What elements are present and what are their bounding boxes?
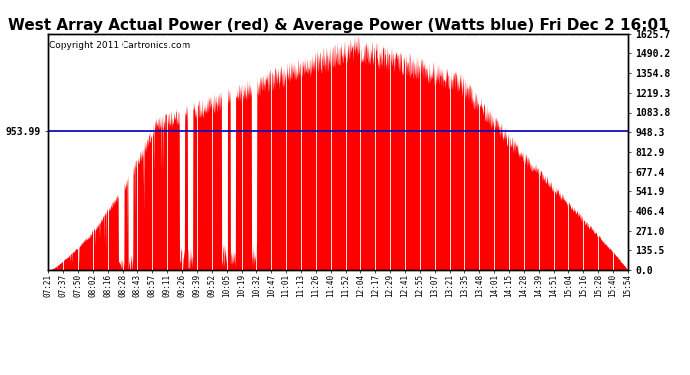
Title: West Array Actual Power (red) & Average Power (Watts blue) Fri Dec 2 16:01: West Array Actual Power (red) & Average … (8, 18, 669, 33)
Text: Copyright 2011 Cartronics.com: Copyright 2011 Cartronics.com (50, 41, 190, 50)
